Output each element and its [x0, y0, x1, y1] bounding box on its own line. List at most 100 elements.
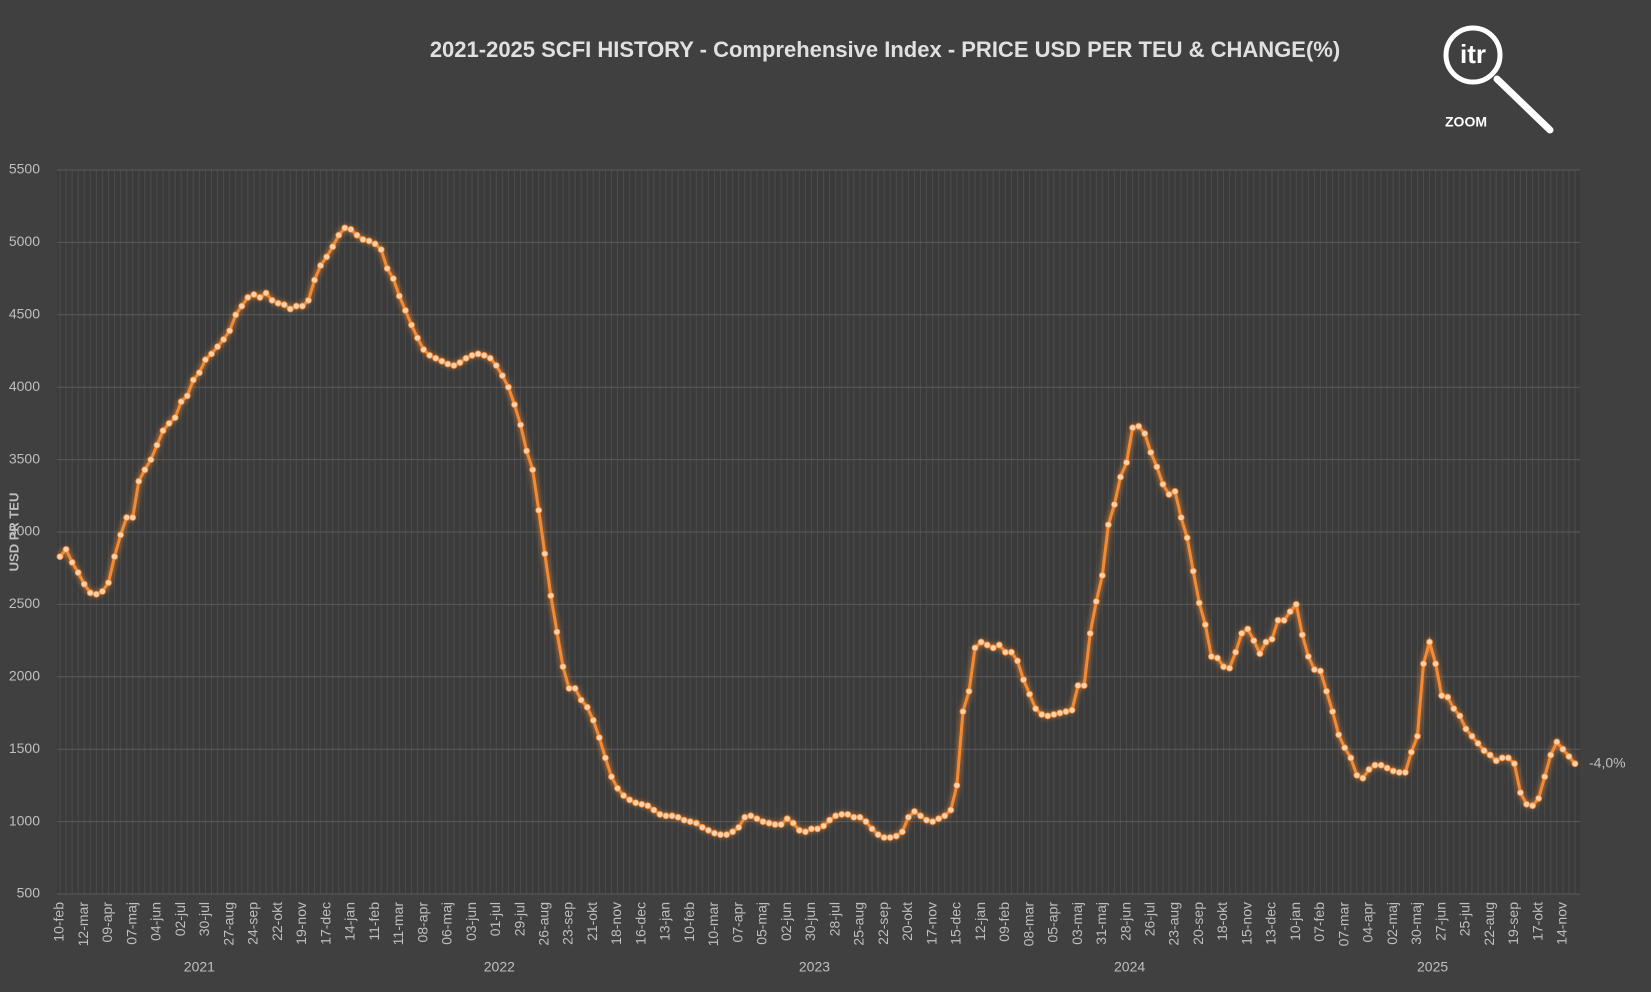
- data-point: [832, 812, 840, 820]
- data-point: [74, 569, 82, 576]
- data-point: [1074, 682, 1082, 689]
- x-tick-label: 23-sep: [560, 902, 576, 945]
- x-tick-label: 13-jan: [657, 902, 673, 941]
- data-point: [1347, 754, 1355, 762]
- data-point: [311, 276, 318, 284]
- data-point: [1214, 654, 1221, 662]
- data-point: [92, 590, 100, 598]
- data-point: [953, 782, 961, 789]
- data-point: [56, 553, 64, 561]
- x-tick-label: 02-jun: [778, 902, 794, 941]
- data-point: [614, 784, 621, 792]
- data-point: [602, 754, 609, 762]
- x-tick-label: 22-aug: [1481, 902, 1497, 946]
- data-point: [450, 362, 458, 369]
- x-tick-label: 02-maj: [1384, 902, 1400, 945]
- data-point: [686, 818, 694, 825]
- data-point: [420, 346, 428, 353]
- data-point: [983, 641, 991, 649]
- x-tick-label: 15-nov: [1238, 902, 1254, 945]
- data-point: [553, 628, 561, 636]
- data-point: [1498, 754, 1506, 762]
- data-point: [335, 231, 343, 239]
- data-point: [1317, 667, 1324, 675]
- data-point: [995, 641, 1003, 649]
- data-point: [505, 383, 512, 391]
- data-point: [1141, 430, 1149, 437]
- data-point: [511, 401, 518, 408]
- x-tick-label: 09-apr: [99, 902, 115, 943]
- data-point: [1086, 629, 1094, 637]
- x-tick-label: 18-okt: [1214, 902, 1230, 941]
- y-tick-label: 5500: [9, 161, 40, 177]
- data-point: [274, 299, 282, 307]
- data-point: [759, 818, 767, 825]
- x-tick-label: 13-dec: [1263, 902, 1279, 945]
- data-point: [1371, 761, 1379, 769]
- x-tick-label: 23-aug: [1166, 902, 1182, 946]
- end-label: -4,0%: [1589, 754, 1626, 770]
- data-point: [1117, 473, 1124, 481]
- data-point: [1359, 774, 1367, 782]
- x-tick-label: 06-maj: [439, 902, 455, 945]
- data-point: [632, 799, 640, 807]
- data-point: [153, 441, 161, 449]
- data-point: [777, 821, 785, 828]
- data-point: [244, 294, 252, 301]
- data-point: [359, 236, 367, 243]
- data-point: [856, 813, 864, 821]
- data-point: [941, 812, 949, 820]
- data-point: [1438, 692, 1446, 700]
- data-point: [189, 376, 197, 384]
- data-point: [1226, 664, 1233, 672]
- data-point: [474, 350, 482, 358]
- data-point: [1177, 514, 1185, 521]
- chart-title: 2021-2025 SCFI HISTORY - Comprehensive I…: [430, 37, 1340, 62]
- data-point: [547, 592, 555, 600]
- x-tick-label: 30-jun: [802, 902, 818, 941]
- data-point: [886, 834, 894, 841]
- data-point: [1092, 598, 1100, 605]
- data-point: [1244, 625, 1252, 633]
- data-point: [1292, 601, 1300, 608]
- data-point: [1135, 422, 1143, 430]
- x-tick-label: 14-nov: [1554, 902, 1570, 945]
- y-tick-label: 3500: [9, 450, 40, 466]
- data-point: [1571, 760, 1579, 768]
- data-point: [1535, 795, 1543, 802]
- data-point: [1407, 748, 1415, 756]
- data-point: [208, 350, 215, 358]
- data-point: [395, 292, 403, 300]
- data-point: [159, 427, 167, 435]
- x-tick-label: 04-jun: [148, 902, 164, 941]
- data-point: [1511, 760, 1518, 768]
- x-tick-label: 02-jul: [172, 902, 188, 936]
- data-point: [1420, 660, 1427, 668]
- data-point: [698, 823, 706, 831]
- data-point: [1383, 764, 1391, 772]
- data-point: [1559, 745, 1567, 753]
- x-tick-label: 20-okt: [899, 902, 915, 941]
- y-tick-label: 1000: [9, 812, 40, 828]
- data-point: [814, 825, 821, 833]
- data-point: [1492, 757, 1500, 765]
- data-point: [292, 302, 300, 310]
- data-point: [214, 343, 221, 351]
- data-point: [1547, 751, 1555, 759]
- data-point: [905, 813, 912, 821]
- data-point: [850, 813, 858, 821]
- data-point: [492, 362, 500, 369]
- data-point: [1014, 657, 1021, 665]
- x-tick-label: 10-mar: [705, 902, 721, 947]
- data-point: [820, 822, 827, 830]
- x-tick-label: 05-maj: [754, 902, 770, 945]
- data-point: [426, 351, 434, 359]
- data-point: [226, 327, 234, 335]
- y-tick-label: 500: [17, 885, 41, 901]
- data-point: [250, 291, 258, 298]
- data-point: [589, 716, 597, 724]
- data-point: [947, 806, 955, 814]
- data-point: [1274, 616, 1282, 624]
- data-point: [280, 301, 288, 309]
- data-point: [383, 265, 391, 272]
